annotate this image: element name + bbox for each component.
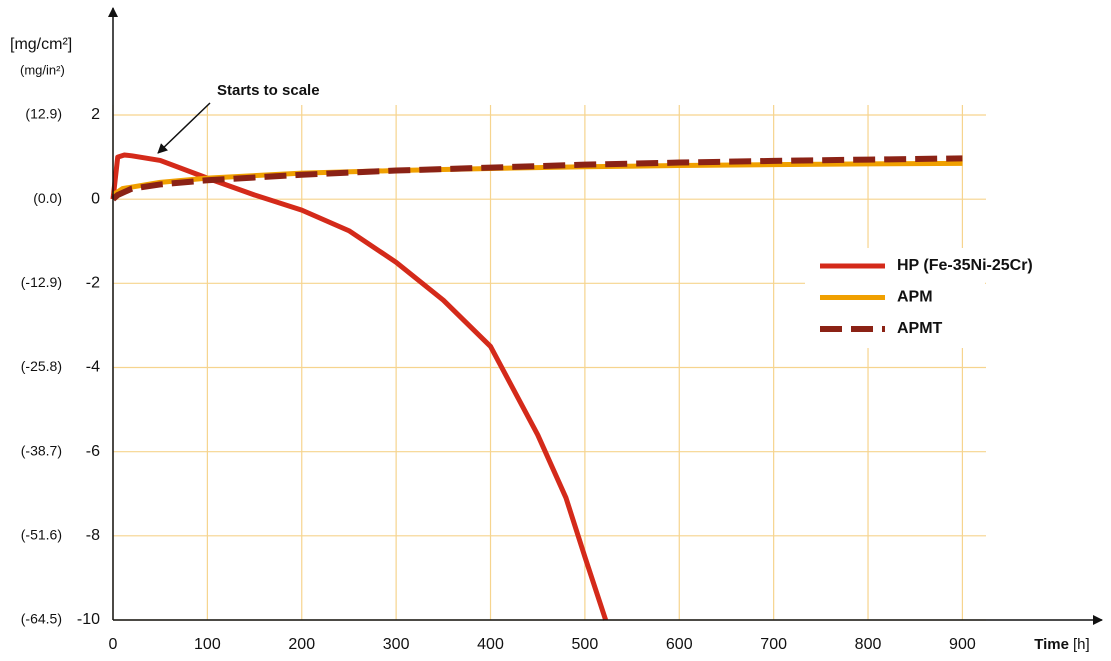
x-tick-label: 600 bbox=[666, 636, 693, 653]
y-tick-label: 0 bbox=[91, 190, 100, 207]
legend-items: HP (Fe-35Ni-25Cr) APM APMT bbox=[820, 257, 1033, 337]
lines bbox=[110, 152, 963, 621]
x-axis-label: Time bbox=[1034, 636, 1069, 653]
y2-tick-label: (0.0) bbox=[33, 190, 62, 206]
series-line bbox=[111, 155, 963, 202]
x-tick-label: 0 bbox=[109, 636, 118, 653]
y2-tick-label: (-38.7) bbox=[21, 442, 62, 458]
y2-tick-label: (-51.6) bbox=[21, 527, 62, 543]
y-tick-label: -4 bbox=[86, 359, 100, 376]
annotation-arrow bbox=[157, 102, 211, 154]
y2-tick-label: (-64.5) bbox=[21, 611, 62, 627]
y2-tick-label: (-25.8) bbox=[21, 358, 62, 374]
y-tick-label: 2 bbox=[91, 106, 100, 123]
y-tick-label: -8 bbox=[86, 527, 100, 544]
y-axis-label: [mg/cm²] bbox=[10, 36, 72, 53]
x-tick-label: 900 bbox=[949, 636, 976, 653]
legend-label: HP (Fe-35Ni-25Cr) bbox=[897, 257, 1033, 274]
grid bbox=[112, 105, 986, 621]
y2-axis-label: (mg/in²) bbox=[20, 62, 65, 77]
legend-label: APM bbox=[897, 289, 933, 306]
y-tick-label: -10 bbox=[77, 611, 100, 628]
x-tick-label: 800 bbox=[855, 636, 882, 653]
x-tick-label: 200 bbox=[288, 636, 315, 653]
y2-tick-label: (-12.9) bbox=[21, 274, 62, 290]
series-line bbox=[110, 152, 609, 621]
x-tick-label: 700 bbox=[760, 636, 787, 653]
annotation: Starts to scale bbox=[217, 82, 320, 99]
y-tick-label: -6 bbox=[86, 443, 100, 460]
x-tick-label: 500 bbox=[572, 636, 599, 653]
y-tick-label: -2 bbox=[86, 275, 100, 292]
y2-tick-label: (12.9) bbox=[25, 106, 62, 122]
x-axis-unit: [h] bbox=[1073, 636, 1090, 653]
legend-label: APMT bbox=[897, 320, 943, 337]
x-tick-label: 300 bbox=[383, 636, 410, 653]
x-tick-label: 100 bbox=[194, 636, 221, 653]
x-tick-label: 400 bbox=[477, 636, 504, 653]
